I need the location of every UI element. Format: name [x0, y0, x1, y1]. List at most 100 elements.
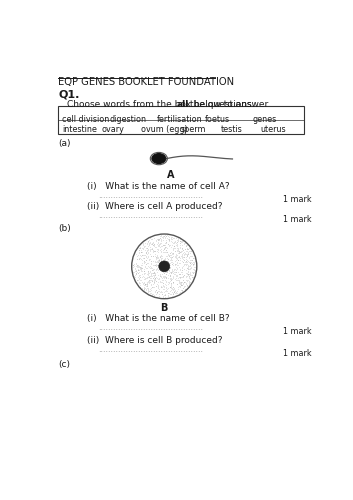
Point	[156, 236, 162, 244]
Point	[172, 286, 178, 294]
Point	[184, 244, 190, 252]
Point	[142, 274, 148, 281]
Point	[156, 241, 162, 249]
Point	[152, 258, 158, 266]
Point	[144, 278, 150, 286]
Point	[161, 290, 167, 298]
Point	[166, 264, 171, 272]
Point	[167, 272, 173, 280]
Point	[171, 268, 176, 276]
Point	[158, 256, 164, 264]
Point	[151, 242, 156, 250]
Point	[162, 244, 168, 252]
Point	[163, 238, 169, 246]
Point	[180, 276, 185, 284]
Point	[165, 234, 171, 242]
Point	[137, 244, 143, 252]
Point	[175, 259, 180, 267]
Point	[164, 256, 169, 264]
Point	[167, 264, 173, 272]
Point	[136, 275, 142, 283]
Point	[146, 240, 152, 248]
Point	[188, 264, 194, 272]
Point	[154, 256, 160, 264]
Point	[164, 288, 170, 296]
Point	[163, 283, 169, 291]
Point	[160, 256, 166, 264]
Point	[154, 252, 160, 260]
Point	[133, 270, 139, 278]
Point	[142, 258, 148, 266]
Point	[185, 270, 191, 278]
Point	[145, 237, 150, 245]
Point	[163, 264, 169, 272]
Point	[152, 276, 157, 284]
Point	[161, 288, 167, 296]
Point	[158, 272, 163, 280]
Point	[144, 244, 149, 252]
Point	[166, 256, 171, 264]
Point	[172, 246, 178, 254]
Point	[151, 273, 157, 281]
Point	[148, 262, 154, 270]
Point	[159, 290, 165, 298]
Point	[174, 276, 180, 284]
Point	[190, 262, 196, 270]
Point	[156, 285, 162, 293]
Point	[190, 269, 196, 277]
Text: (a): (a)	[58, 140, 71, 148]
Point	[190, 269, 196, 277]
Point	[170, 280, 176, 287]
Point	[151, 292, 157, 300]
Text: EQP GENES BOOKLET FOUNDATION: EQP GENES BOOKLET FOUNDATION	[58, 77, 234, 87]
Point	[151, 270, 156, 278]
Point	[168, 280, 174, 288]
Point	[163, 272, 169, 280]
Text: all: all	[176, 100, 189, 109]
Point	[165, 290, 170, 298]
Point	[180, 273, 186, 281]
Point	[157, 240, 163, 248]
Point	[168, 290, 174, 298]
Point	[181, 278, 186, 286]
Point	[174, 271, 180, 279]
Point	[177, 266, 183, 274]
Point	[148, 252, 154, 260]
Point	[184, 244, 190, 252]
Point	[168, 275, 174, 283]
Point	[155, 261, 161, 269]
Point	[150, 248, 156, 256]
Point	[142, 242, 147, 250]
Point	[161, 284, 167, 292]
Point	[162, 260, 167, 268]
Point	[192, 258, 198, 266]
Point	[179, 240, 185, 248]
Point	[161, 240, 167, 248]
Point	[163, 284, 169, 292]
Point	[146, 274, 152, 281]
Point	[167, 258, 173, 266]
Point	[189, 256, 195, 264]
Point	[190, 268, 195, 276]
Point	[191, 254, 197, 262]
Point	[142, 262, 148, 270]
Point	[184, 261, 189, 269]
Text: 1 mark: 1 mark	[283, 349, 311, 358]
Point	[185, 270, 191, 278]
Point	[192, 266, 197, 274]
Point	[147, 264, 153, 272]
Text: cell division: cell division	[62, 114, 109, 124]
Point	[138, 264, 144, 272]
Point	[152, 274, 158, 282]
Point	[167, 235, 172, 243]
Point	[155, 236, 161, 244]
Point	[187, 260, 193, 268]
Point	[162, 292, 168, 300]
Point	[189, 259, 195, 267]
Point	[174, 242, 180, 250]
Point	[138, 282, 143, 290]
Point	[160, 272, 166, 280]
Point	[166, 252, 172, 260]
Point	[172, 265, 178, 273]
Point	[184, 264, 190, 272]
